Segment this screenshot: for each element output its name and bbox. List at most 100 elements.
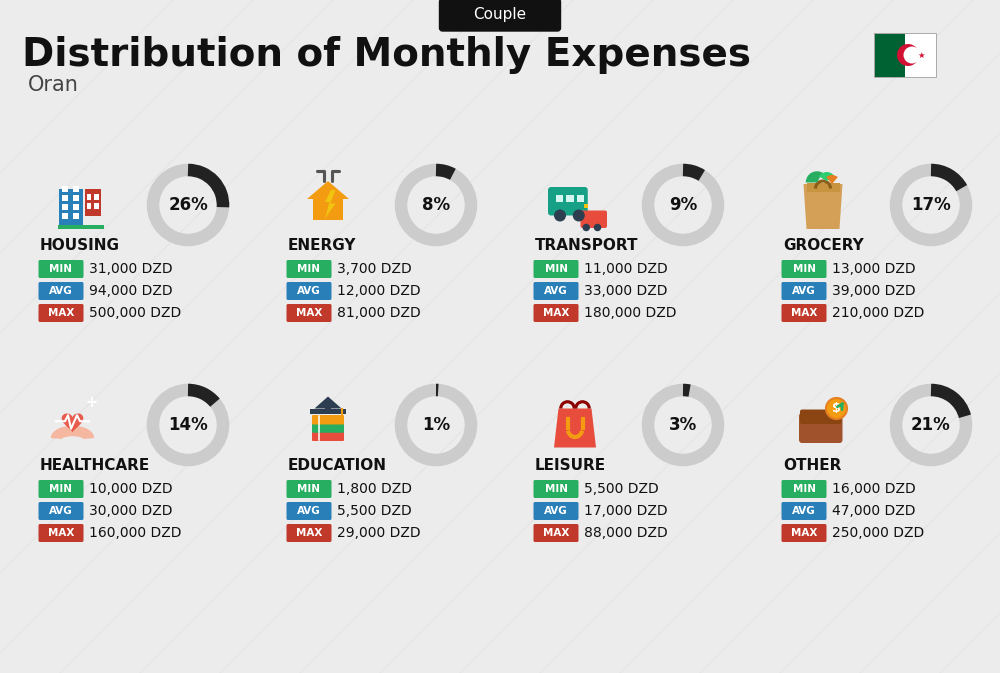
Text: MIN: MIN	[50, 264, 72, 274]
Text: 11,000 DZD: 11,000 DZD	[584, 262, 668, 276]
Bar	[94, 194, 99, 200]
Text: 3,700 DZD: 3,700 DZD	[337, 262, 412, 276]
Text: 3%: 3%	[669, 416, 697, 434]
Circle shape	[582, 223, 590, 232]
Text: 160,000 DZD: 160,000 DZD	[89, 526, 182, 540]
Wedge shape	[806, 171, 823, 182]
FancyBboxPatch shape	[534, 480, 578, 498]
FancyBboxPatch shape	[312, 423, 344, 433]
Polygon shape	[310, 409, 346, 414]
Polygon shape	[554, 409, 596, 448]
Text: AVG: AVG	[297, 506, 321, 516]
Polygon shape	[804, 184, 842, 229]
Text: Oran: Oran	[28, 75, 79, 95]
FancyBboxPatch shape	[38, 524, 84, 542]
Text: AVG: AVG	[544, 506, 568, 516]
Text: MAX: MAX	[791, 308, 817, 318]
FancyBboxPatch shape	[534, 260, 578, 278]
Bar	[566, 194, 574, 202]
FancyBboxPatch shape	[287, 260, 332, 278]
Text: 12,000 DZD: 12,000 DZD	[337, 284, 421, 298]
Circle shape	[554, 209, 566, 221]
Bar	[584, 203, 588, 208]
Text: MAX: MAX	[48, 528, 74, 538]
Text: Couple: Couple	[473, 7, 527, 22]
Circle shape	[594, 223, 601, 232]
FancyBboxPatch shape	[38, 282, 84, 300]
Bar	[72, 213, 78, 219]
Text: 33,000 DZD: 33,000 DZD	[584, 284, 668, 298]
Text: OTHER: OTHER	[783, 458, 841, 472]
Text: 5,500 DZD: 5,500 DZD	[584, 482, 659, 496]
FancyBboxPatch shape	[534, 282, 578, 300]
FancyBboxPatch shape	[799, 413, 842, 443]
Polygon shape	[307, 181, 349, 220]
Text: 13,000 DZD: 13,000 DZD	[832, 262, 916, 276]
Text: ★: ★	[917, 50, 925, 59]
Text: AVG: AVG	[544, 286, 568, 296]
FancyBboxPatch shape	[287, 524, 332, 542]
Text: 29,000 DZD: 29,000 DZD	[337, 526, 421, 540]
FancyBboxPatch shape	[287, 480, 332, 498]
FancyBboxPatch shape	[782, 260, 826, 278]
Text: AVG: AVG	[297, 286, 321, 296]
Text: 17,000 DZD: 17,000 DZD	[584, 504, 668, 518]
Polygon shape	[62, 413, 83, 432]
Text: 5,500 DZD: 5,500 DZD	[337, 504, 412, 518]
FancyBboxPatch shape	[38, 304, 84, 322]
FancyBboxPatch shape	[800, 409, 842, 424]
Text: +: +	[85, 395, 97, 410]
Text: $: $	[832, 402, 841, 415]
FancyBboxPatch shape	[38, 480, 84, 498]
Text: MAX: MAX	[296, 308, 322, 318]
Bar	[72, 194, 78, 201]
Text: MIN: MIN	[298, 264, 320, 274]
Text: 500,000 DZD: 500,000 DZD	[89, 306, 181, 320]
Text: 21%: 21%	[911, 416, 951, 434]
FancyBboxPatch shape	[534, 502, 578, 520]
Text: 81,000 DZD: 81,000 DZD	[337, 306, 421, 320]
Circle shape	[897, 44, 919, 66]
Text: AVG: AVG	[49, 286, 73, 296]
Circle shape	[904, 46, 920, 63]
Text: 180,000 DZD: 180,000 DZD	[584, 306, 676, 320]
FancyBboxPatch shape	[534, 304, 578, 322]
Text: AVG: AVG	[792, 506, 816, 516]
Text: MIN: MIN	[792, 484, 816, 494]
Text: 10,000 DZD: 10,000 DZD	[89, 482, 173, 496]
Text: AVG: AVG	[792, 286, 816, 296]
Bar	[62, 213, 68, 219]
Text: 47,000 DZD: 47,000 DZD	[832, 504, 916, 518]
FancyBboxPatch shape	[38, 502, 84, 520]
FancyBboxPatch shape	[782, 480, 826, 498]
Circle shape	[325, 406, 331, 411]
Text: 94,000 DZD: 94,000 DZD	[89, 284, 173, 298]
FancyBboxPatch shape	[782, 282, 826, 300]
Text: MAX: MAX	[48, 308, 74, 318]
Text: MIN: MIN	[298, 484, 320, 494]
Text: ENERGY: ENERGY	[288, 238, 356, 252]
Text: EDUCATION: EDUCATION	[288, 458, 387, 472]
Bar	[59, 188, 83, 227]
Bar	[62, 194, 68, 201]
Bar	[905, 33, 936, 77]
FancyBboxPatch shape	[287, 282, 332, 300]
FancyBboxPatch shape	[782, 524, 826, 542]
FancyBboxPatch shape	[782, 304, 826, 322]
Bar	[72, 186, 78, 192]
FancyBboxPatch shape	[548, 187, 588, 215]
Text: MAX: MAX	[791, 528, 817, 538]
FancyBboxPatch shape	[312, 431, 344, 441]
FancyBboxPatch shape	[440, 0, 560, 31]
Bar	[806, 182, 840, 192]
Bar	[62, 203, 68, 209]
Wedge shape	[826, 175, 838, 184]
Polygon shape	[314, 396, 342, 409]
Text: 210,000 DZD: 210,000 DZD	[832, 306, 924, 320]
Bar	[556, 194, 563, 202]
Text: MIN: MIN	[792, 264, 816, 274]
Text: HEALTHCARE: HEALTHCARE	[40, 458, 150, 472]
Text: 30,000 DZD: 30,000 DZD	[89, 504, 173, 518]
Text: TRANSPORT: TRANSPORT	[535, 238, 639, 252]
FancyBboxPatch shape	[287, 502, 332, 520]
